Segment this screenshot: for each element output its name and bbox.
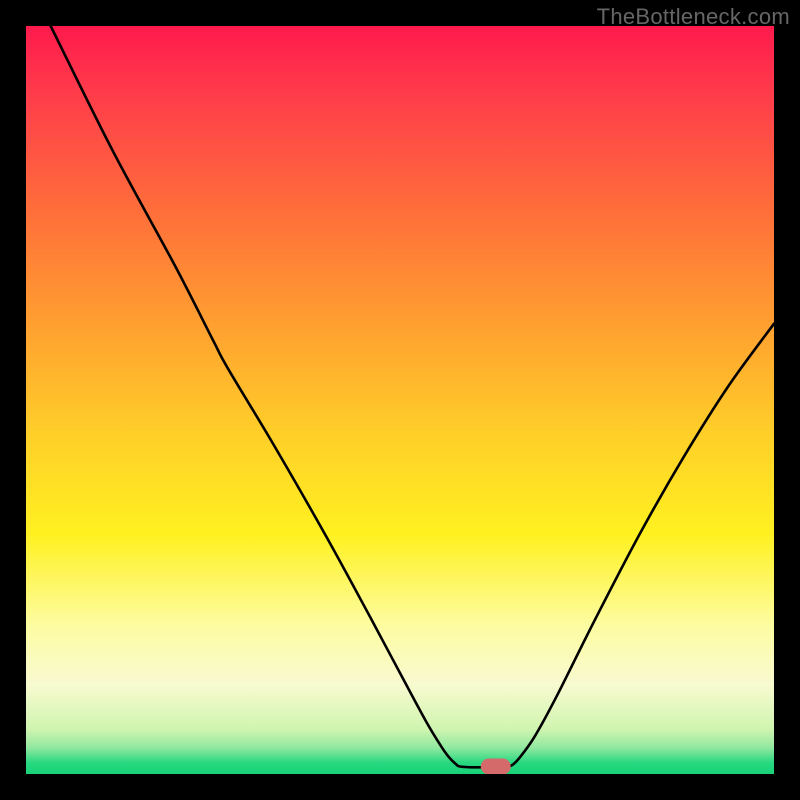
optimum-marker xyxy=(481,759,511,775)
gradient-background xyxy=(26,26,774,774)
chart-frame: TheBottleneck.com xyxy=(0,0,800,800)
watermark-text: TheBottleneck.com xyxy=(597,4,790,30)
bottleneck-chart xyxy=(0,0,800,800)
